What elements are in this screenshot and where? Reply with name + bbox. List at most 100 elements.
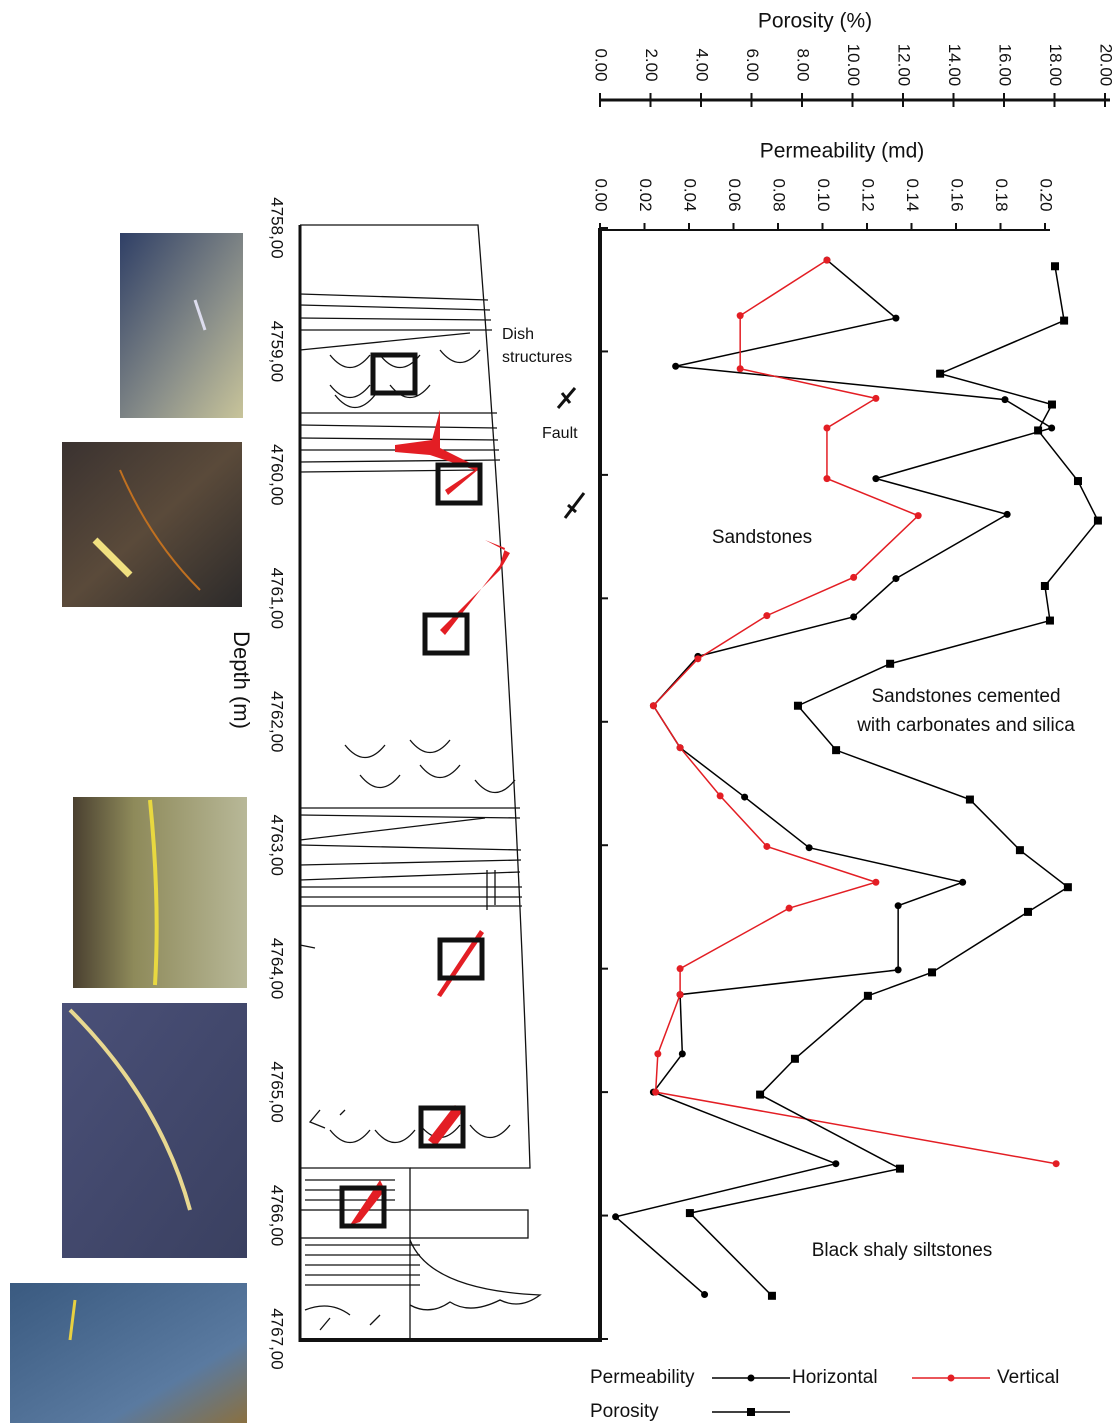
x-tick-label: 8.00 [794, 48, 813, 81]
data-point [676, 744, 684, 752]
series-line [613, 259, 1054, 1296]
core-photo [10, 1283, 247, 1423]
annotation: Black shaly siltstones [812, 1240, 993, 1261]
x-tick-label: 0.04 [681, 178, 700, 211]
bedding [299, 459, 501, 463]
shale-structure [304, 1239, 542, 1331]
data-point [928, 968, 937, 977]
fault-symbol [563, 492, 586, 519]
data-point [736, 365, 744, 373]
data-point [850, 573, 858, 581]
data-point [672, 362, 680, 370]
data-point [1040, 581, 1049, 590]
data-point [823, 475, 831, 483]
data-point [763, 612, 771, 620]
bedding [299, 944, 316, 949]
fault-symbols [556, 387, 586, 519]
y-tick-label: 4762,00 [268, 691, 287, 752]
sample-box [370, 352, 418, 396]
y-tick-label: 4758,00 [268, 197, 287, 258]
data-point [701, 1291, 709, 1299]
data-point [612, 1213, 620, 1221]
y-tick-label: 4767,00 [268, 1308, 287, 1369]
dish-structure [334, 394, 376, 409]
data-point [863, 991, 872, 1000]
data-point [872, 878, 880, 886]
core-photos [10, 233, 247, 1423]
data-point [1048, 424, 1056, 432]
photo-fracture [68, 1299, 77, 1341]
x-tick-label: 16.00 [996, 44, 1015, 87]
x-tick-label: 4.00 [693, 48, 712, 81]
core-photo [62, 1003, 247, 1258]
bedding [305, 1179, 420, 1286]
legend-marker [947, 1374, 955, 1382]
lithology-log [299, 224, 542, 1340]
y-tick-label: 4763,00 [268, 814, 287, 875]
x-tick-label: 18.00 [1046, 44, 1065, 87]
data-point [736, 312, 744, 320]
dish-structure [329, 1124, 511, 1144]
annotations: Sandstones Sandstones cemented with carb… [502, 326, 1075, 1261]
data-point [763, 842, 771, 850]
data-point [850, 613, 858, 621]
legend-marker [747, 1374, 755, 1382]
y-tick-label: 4765,00 [268, 1061, 287, 1122]
x-tick-label: 0.16 [948, 178, 967, 211]
data-point [1003, 510, 1011, 518]
data-point [894, 902, 902, 910]
data-point [767, 1291, 776, 1300]
data-point [649, 702, 657, 710]
depth-axis-title: Depth (m) [229, 631, 254, 729]
bedding [299, 437, 499, 441]
dish-structure [329, 349, 481, 399]
data-point [872, 394, 880, 402]
data-point [654, 1050, 662, 1058]
x-tick-label: 0.18 [992, 178, 1011, 211]
x-tick-label: 0.02 [636, 178, 655, 211]
x-tick-label: 0.12 [859, 178, 878, 211]
data-point [676, 991, 684, 999]
bedding [486, 870, 496, 910]
data-point [823, 424, 831, 432]
annotation: Dish [502, 326, 534, 343]
legend: Permeability [590, 1367, 695, 1388]
legend-label: Horizontal [792, 1367, 878, 1388]
data-point [1001, 396, 1009, 404]
data-point [936, 369, 945, 378]
data-point [741, 793, 749, 801]
fracture [428, 1105, 462, 1146]
legend-label: Vertical [997, 1367, 1059, 1388]
annotation: structures [502, 349, 572, 366]
dish-structure [308, 1109, 346, 1129]
sample-box [339, 1185, 387, 1229]
x-tick-label: 6.00 [743, 48, 762, 81]
bedding [299, 469, 481, 473]
x-tick-label: 14.00 [945, 44, 964, 87]
annotation: with carbonates and silica [856, 715, 1075, 736]
y-tick-label: 4766,00 [268, 1185, 287, 1246]
annotation: Fault [542, 425, 578, 442]
fracture [350, 1180, 385, 1225]
bedding [299, 317, 492, 321]
data-point [1023, 907, 1032, 916]
fault-symbol [556, 387, 577, 409]
x-tick-label: 2.00 [642, 48, 661, 81]
x-tick-label: 0.20 [1037, 178, 1056, 211]
photo-fracture [119, 469, 201, 591]
photo-fracture [193, 299, 207, 331]
data-point [1051, 262, 1060, 271]
x-tick-label: 0.00 [592, 178, 611, 211]
porosity-axis-title: Porosity (%) [758, 10, 872, 33]
core-photo [120, 233, 243, 418]
data-point [678, 1050, 686, 1058]
data-point [676, 965, 684, 973]
x-tick-label: 0.00 [592, 48, 611, 81]
x-tick-label: 12.00 [895, 44, 914, 87]
legend-marker [747, 1408, 755, 1416]
data-point [805, 844, 813, 852]
data-point [894, 966, 902, 974]
series-line [652, 259, 1057, 1165]
x-tick-label: 0.06 [725, 178, 744, 211]
data-point [790, 1054, 799, 1063]
